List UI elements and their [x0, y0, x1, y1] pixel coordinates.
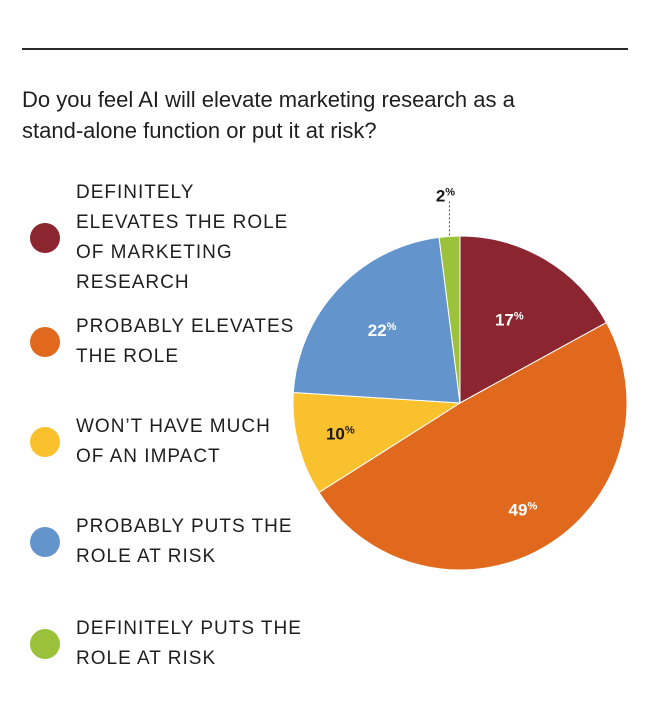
pie-slice-probably-risk — [292, 236, 461, 404]
legend-item-definitely-elevates: DEFINITELY ELEVATES THE ROLE OF MARKETIN… — [30, 178, 288, 298]
legend-swatch-definitely-elevates — [30, 223, 60, 253]
legend-swatch-probably-elevates — [30, 327, 60, 357]
legend-item-no-impact: WON’T HAVE MUCH OF AN IMPACT — [30, 412, 271, 472]
slice-label-no-impact: 10% — [326, 425, 355, 444]
legend-label-no-impact: WON’T HAVE MUCH OF AN IMPACT — [76, 416, 271, 467]
pie-slice-definitely-elevates — [459, 235, 608, 404]
legend-item-definitely-risk: DEFINITELY PUTS THE ROLE AT RISK — [30, 614, 302, 674]
chart-question: Do you feel AI will elevate marketing re… — [22, 87, 515, 143]
pie-slice-probably-elevates — [318, 321, 628, 571]
legend-label-probably-elevates: PROBABLY ELEVATES THE ROLE — [76, 316, 295, 367]
slice-label-definitely-elevates: 17% — [495, 311, 524, 330]
legend-label-definitely-elevates: DEFINITELY ELEVATES THE ROLE OF MARKETIN… — [76, 182, 289, 293]
slice-label-definitely-risk: 2% — [436, 186, 455, 205]
legend-item-probably-risk: PROBABLY PUTS THE ROLE AT RISK — [30, 512, 293, 572]
pie-slice-no-impact — [292, 391, 462, 494]
pie-slice-definitely-risk — [438, 235, 461, 404]
slice-label-probably-elevates: 49% — [509, 500, 538, 519]
legend-label-probably-risk: PROBABLY PUTS THE ROLE AT RISK — [76, 516, 293, 567]
legend-swatch-probably-risk — [30, 527, 60, 557]
legend-label-definitely-risk: DEFINITELY PUTS THE ROLE AT RISK — [76, 618, 302, 669]
legend-swatch-no-impact — [30, 427, 60, 457]
top-divider — [22, 48, 628, 50]
legend-swatch-definitely-risk — [30, 629, 60, 659]
slice-label-probably-risk: 22% — [368, 321, 397, 340]
pie-chart: 17% 49% 10% 22% 2% — [292, 186, 628, 571]
legend-item-probably-elevates: PROBABLY ELEVATES THE ROLE — [30, 312, 294, 372]
